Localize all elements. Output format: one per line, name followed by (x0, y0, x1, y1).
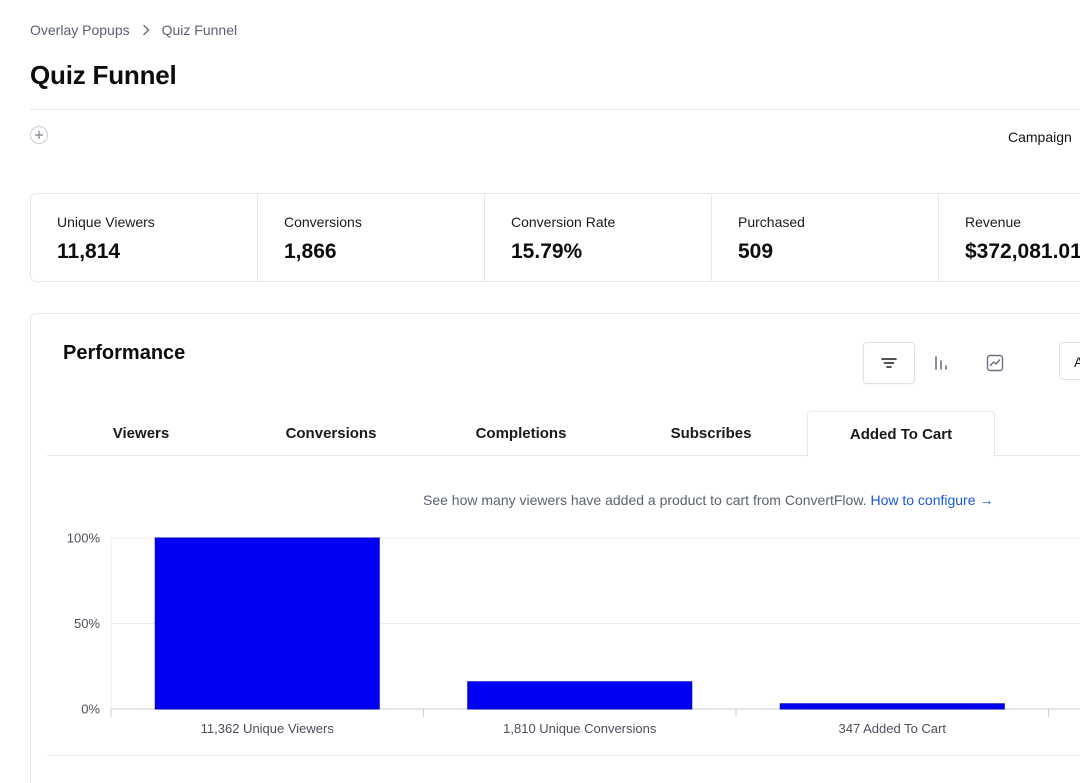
stat-label: Revenue (965, 214, 1022, 230)
plus-icon (34, 130, 44, 140)
chart-info-text: See how many viewers have added a produc… (423, 492, 993, 508)
bar (154, 537, 380, 710)
tab-subscribes[interactable]: Subscribes (670, 425, 752, 442)
y-tick-label: 50% (74, 616, 100, 631)
stat-value: 15.79% (511, 240, 583, 263)
chart-info-description: See how many viewers have added a produc… (423, 492, 867, 508)
x-tick-label: 11,362 Unique Viewers (201, 721, 335, 736)
stat-unique-viewers: Unique Viewers 11,814 (31, 194, 258, 281)
add-button[interactable] (30, 126, 48, 144)
performance-panel: Performance A Viewers Conversions Comple… (30, 313, 1080, 783)
stat-label: Purchased (738, 214, 805, 230)
tab-conversions[interactable]: Conversions (285, 425, 377, 442)
stat-label: Unique Viewers (57, 214, 155, 230)
line-chart-icon (986, 354, 1004, 372)
stats-summary: Unique Viewers 11,814 Conversions 1,866 … (30, 193, 1080, 282)
metric-tabs: Viewers Conversions Completions Subscrib… (47, 411, 1080, 457)
tab-added-to-cart[interactable]: Added To Cart (807, 411, 995, 457)
stat-purchased: Purchased 509 (712, 194, 939, 281)
breadcrumb-current: Quiz Funnel (161, 22, 238, 38)
bar (779, 703, 1005, 710)
breadcrumb: Overlay Popups Quiz Funnel (30, 22, 237, 38)
tab-completions[interactable]: Completions (475, 425, 567, 442)
funnel-view-button[interactable] (863, 342, 915, 384)
y-tick-label: 100% (67, 531, 101, 546)
how-to-configure-link[interactable]: How to configure → (870, 492, 994, 508)
stat-label: Conversions (284, 214, 362, 230)
funnel-bar-chart: 0% 50% 100% 11,362 Unique Viewers 1,810 Uniq… (67, 531, 1080, 736)
line-chart-view-button[interactable] (969, 342, 1021, 384)
breadcrumb-parent-link[interactable]: Overlay Popups (30, 22, 130, 38)
date-range-select[interactable]: A (1059, 342, 1080, 380)
stat-value: 1,866 (284, 240, 337, 263)
tab-viewers[interactable]: Viewers (112, 425, 170, 442)
stat-revenue: Revenue $372,081.01 (939, 194, 1080, 281)
bar-chart-icon (934, 355, 950, 371)
page-title: Quiz Funnel (30, 60, 177, 90)
bar (467, 681, 693, 710)
campaign-selector[interactable]: Campaign (1008, 129, 1072, 145)
x-tick-label: 347 Added To Cart (839, 721, 947, 736)
performance-title: Performance (63, 342, 186, 364)
stat-value: $372,081.01 (965, 240, 1080, 263)
panel-bottom-divider (47, 755, 1080, 756)
stat-conversion-rate: Conversion Rate 15.79% (485, 194, 712, 281)
y-tick-label: 0% (81, 702, 100, 717)
x-tick-label: 1,810 Unique Conversions (503, 721, 657, 736)
header-divider (30, 109, 1080, 110)
stat-value: 11,814 (57, 240, 121, 263)
chevron-right-icon (142, 24, 150, 36)
filter-icon (881, 357, 897, 369)
stat-value: 509 (738, 240, 774, 263)
stat-conversions: Conversions 1,866 (258, 194, 485, 281)
bar-chart-view-button[interactable] (916, 342, 968, 384)
stat-label: Conversion Rate (511, 214, 616, 230)
